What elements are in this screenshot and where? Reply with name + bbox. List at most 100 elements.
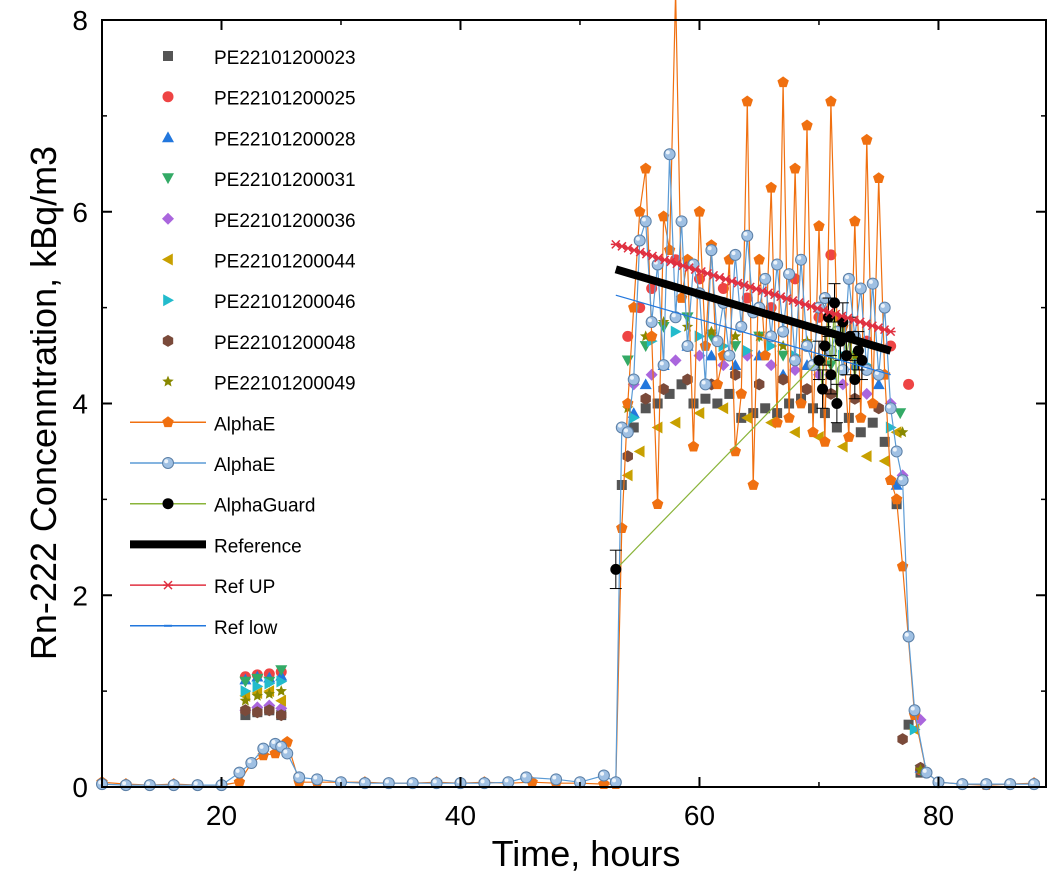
series-13 (610, 239, 896, 337)
series-10-point-shine (707, 246, 712, 251)
series-13-point-d2 (654, 253, 664, 263)
series-7-point (777, 373, 789, 386)
series-10-point-body (119, 779, 132, 792)
series-0-point (628, 422, 639, 433)
series-13-point-d2 (880, 325, 890, 335)
series-13-point-d2 (788, 296, 798, 306)
legend-item: PE22101200025 (162, 89, 356, 110)
y-tick-label: 2 (72, 580, 88, 611)
series-10-point (902, 630, 915, 643)
series-10-point-shine (845, 275, 850, 280)
series-10-point-shine (904, 632, 909, 637)
y-tick-label: 6 (72, 197, 88, 228)
series-10-point (143, 779, 156, 792)
series-10-point (789, 354, 802, 367)
series-10-point-shine (821, 294, 826, 299)
series-3-point (621, 355, 634, 367)
series-10-point-shine (635, 236, 640, 241)
series-10-point-body (633, 234, 646, 247)
series-9-point (651, 498, 664, 510)
series-13-point-d2 (684, 263, 694, 273)
series-10-point-body (854, 282, 867, 295)
series-13-point-d2 (690, 265, 700, 275)
series-4-point (765, 359, 778, 372)
series-0-point (652, 398, 663, 409)
legend-marker (162, 212, 174, 225)
series-10-point-shine (665, 150, 670, 155)
series-9-point (735, 387, 747, 399)
series-8-point (729, 330, 742, 342)
series-4-point (789, 363, 802, 376)
series-10-point-body (699, 378, 712, 391)
series-10-point (520, 771, 533, 784)
series-10-point-shine (647, 318, 652, 323)
series-2-point (890, 478, 903, 490)
series-11-point (856, 354, 868, 366)
series-10-point (406, 777, 419, 790)
series-10-point (478, 777, 491, 790)
legend-label: PE22101200031 (214, 170, 356, 191)
series-10-point-body (143, 779, 156, 792)
series-7-point (276, 709, 287, 722)
series-13-point-d2 (776, 292, 786, 302)
legend-marker (162, 253, 173, 266)
series-0-point (724, 388, 735, 399)
series-10-point-shine (552, 775, 557, 780)
series-10-point (836, 363, 849, 376)
series-3-point (777, 350, 790, 362)
series-10-point (358, 777, 371, 790)
legend-item: AlphaGuard (130, 496, 315, 517)
series-13-point-d2 (733, 278, 743, 288)
series-5-point (621, 469, 633, 482)
series-6-point (909, 723, 921, 736)
legend-label: AlphaE (214, 414, 275, 435)
series-10-point-shine (958, 780, 963, 785)
series-10-point-body (675, 215, 688, 228)
series-13-point-d2 (837, 311, 847, 321)
series-12 (614, 265, 892, 355)
series-10-point-shine (773, 260, 778, 265)
series-10-point (759, 272, 772, 285)
series-3-point (239, 676, 252, 688)
series-13-point-d2 (629, 245, 639, 255)
series-5-point (789, 426, 800, 439)
legend-marker (162, 416, 174, 428)
series-13-point-d2 (641, 249, 651, 259)
series-9-point (711, 378, 724, 390)
series-10-point-shine (612, 778, 617, 783)
series-10-point (597, 769, 610, 782)
series-9-point (741, 95, 753, 107)
series-10-point (382, 777, 395, 790)
series-10-point (705, 244, 718, 257)
legend-marker (162, 457, 174, 469)
series-10-point-shine (731, 251, 736, 256)
series-10-point-body (902, 630, 915, 643)
series-10-point-shine (504, 778, 509, 783)
series-10-point-shine (629, 375, 634, 380)
legend-marker (162, 91, 174, 103)
series-13-point-d2 (812, 303, 822, 313)
series-10-point (119, 779, 132, 792)
series-10-point-body (908, 704, 921, 717)
series-5-point (693, 407, 705, 420)
series-10-point (645, 316, 658, 329)
series-0-point (700, 393, 711, 404)
series-10-point-body (233, 766, 246, 779)
series-11-point (849, 374, 861, 386)
series-11-point (813, 354, 825, 366)
series-7-point (730, 368, 741, 381)
series-10-point-shine (145, 781, 150, 786)
series-8-point (777, 339, 789, 351)
series-11-point (831, 398, 843, 409)
series-5-point (275, 694, 287, 707)
series-10-point-body (771, 258, 784, 271)
series-10-point-shine (683, 342, 688, 347)
series-2-point (705, 349, 718, 361)
legend-marker (163, 294, 174, 307)
series-6-point (694, 330, 706, 343)
series-10-point-shine (910, 706, 915, 711)
series-10-point-shine (839, 366, 844, 371)
series-10-point (783, 268, 796, 281)
series-11-point (852, 345, 864, 357)
series-2-point (639, 378, 652, 390)
